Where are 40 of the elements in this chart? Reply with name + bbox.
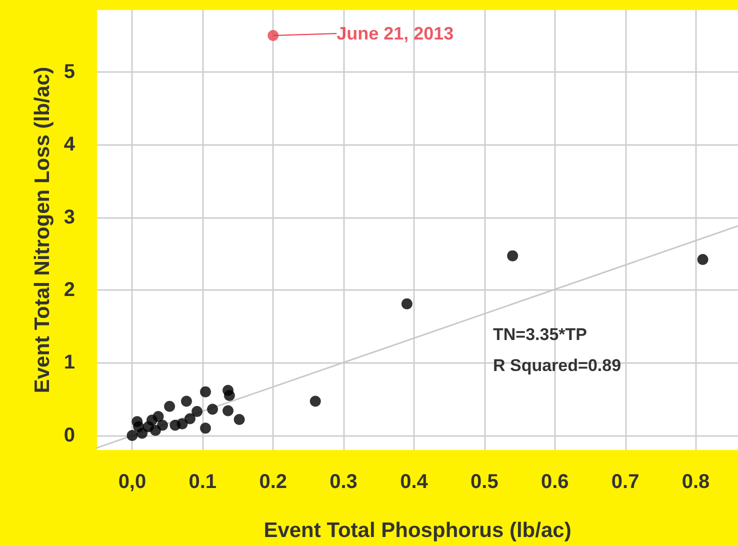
point	[184, 413, 196, 424]
point	[170, 420, 181, 431]
point	[401, 298, 412, 310]
x-tick-label: 0.6	[540, 471, 569, 493]
x-tick-label: 0.2	[259, 471, 288, 493]
point	[224, 390, 235, 401]
x-axis-title: Event Total Phosphorus (lb/ac)	[264, 519, 572, 542]
y-tick-label: 5	[64, 60, 75, 83]
point	[133, 421, 144, 432]
x-tick-label: 0.5	[470, 471, 498, 493]
point	[310, 396, 321, 407]
x-tick-label: 0.4	[400, 471, 429, 493]
annotation: TN=3.35*TP	[493, 325, 588, 344]
point	[697, 254, 708, 265]
y-tick-label: 3	[64, 206, 75, 228]
point	[268, 30, 279, 41]
x-tick-label: 0,0	[118, 471, 146, 493]
point	[157, 420, 168, 431]
point	[200, 422, 211, 434]
x-tick-label: 0.3	[330, 471, 358, 493]
point	[234, 414, 245, 425]
y-axis-title: Event Total Nitrogen Loss (lb/ac)	[30, 66, 54, 394]
annotation: June 21, 2013	[336, 23, 454, 44]
y-tick-label: 1	[64, 352, 75, 374]
point	[126, 430, 138, 441]
annotation: R Squared=0.89	[493, 356, 622, 375]
point	[142, 421, 154, 432]
point	[207, 404, 218, 415]
point	[200, 386, 211, 398]
point	[222, 405, 234, 416]
x-tick-label: 0.1	[188, 471, 217, 493]
x-tick-label: 0.7	[611, 471, 640, 493]
x-tick-label: 0.8	[682, 471, 710, 493]
y-tick-label: 4	[64, 134, 76, 156]
y-tick-label: 0	[64, 424, 75, 446]
y-tick-label: 2	[64, 279, 75, 301]
point	[507, 250, 518, 262]
point	[164, 400, 176, 412]
point	[180, 396, 192, 407]
point	[192, 406, 203, 417]
